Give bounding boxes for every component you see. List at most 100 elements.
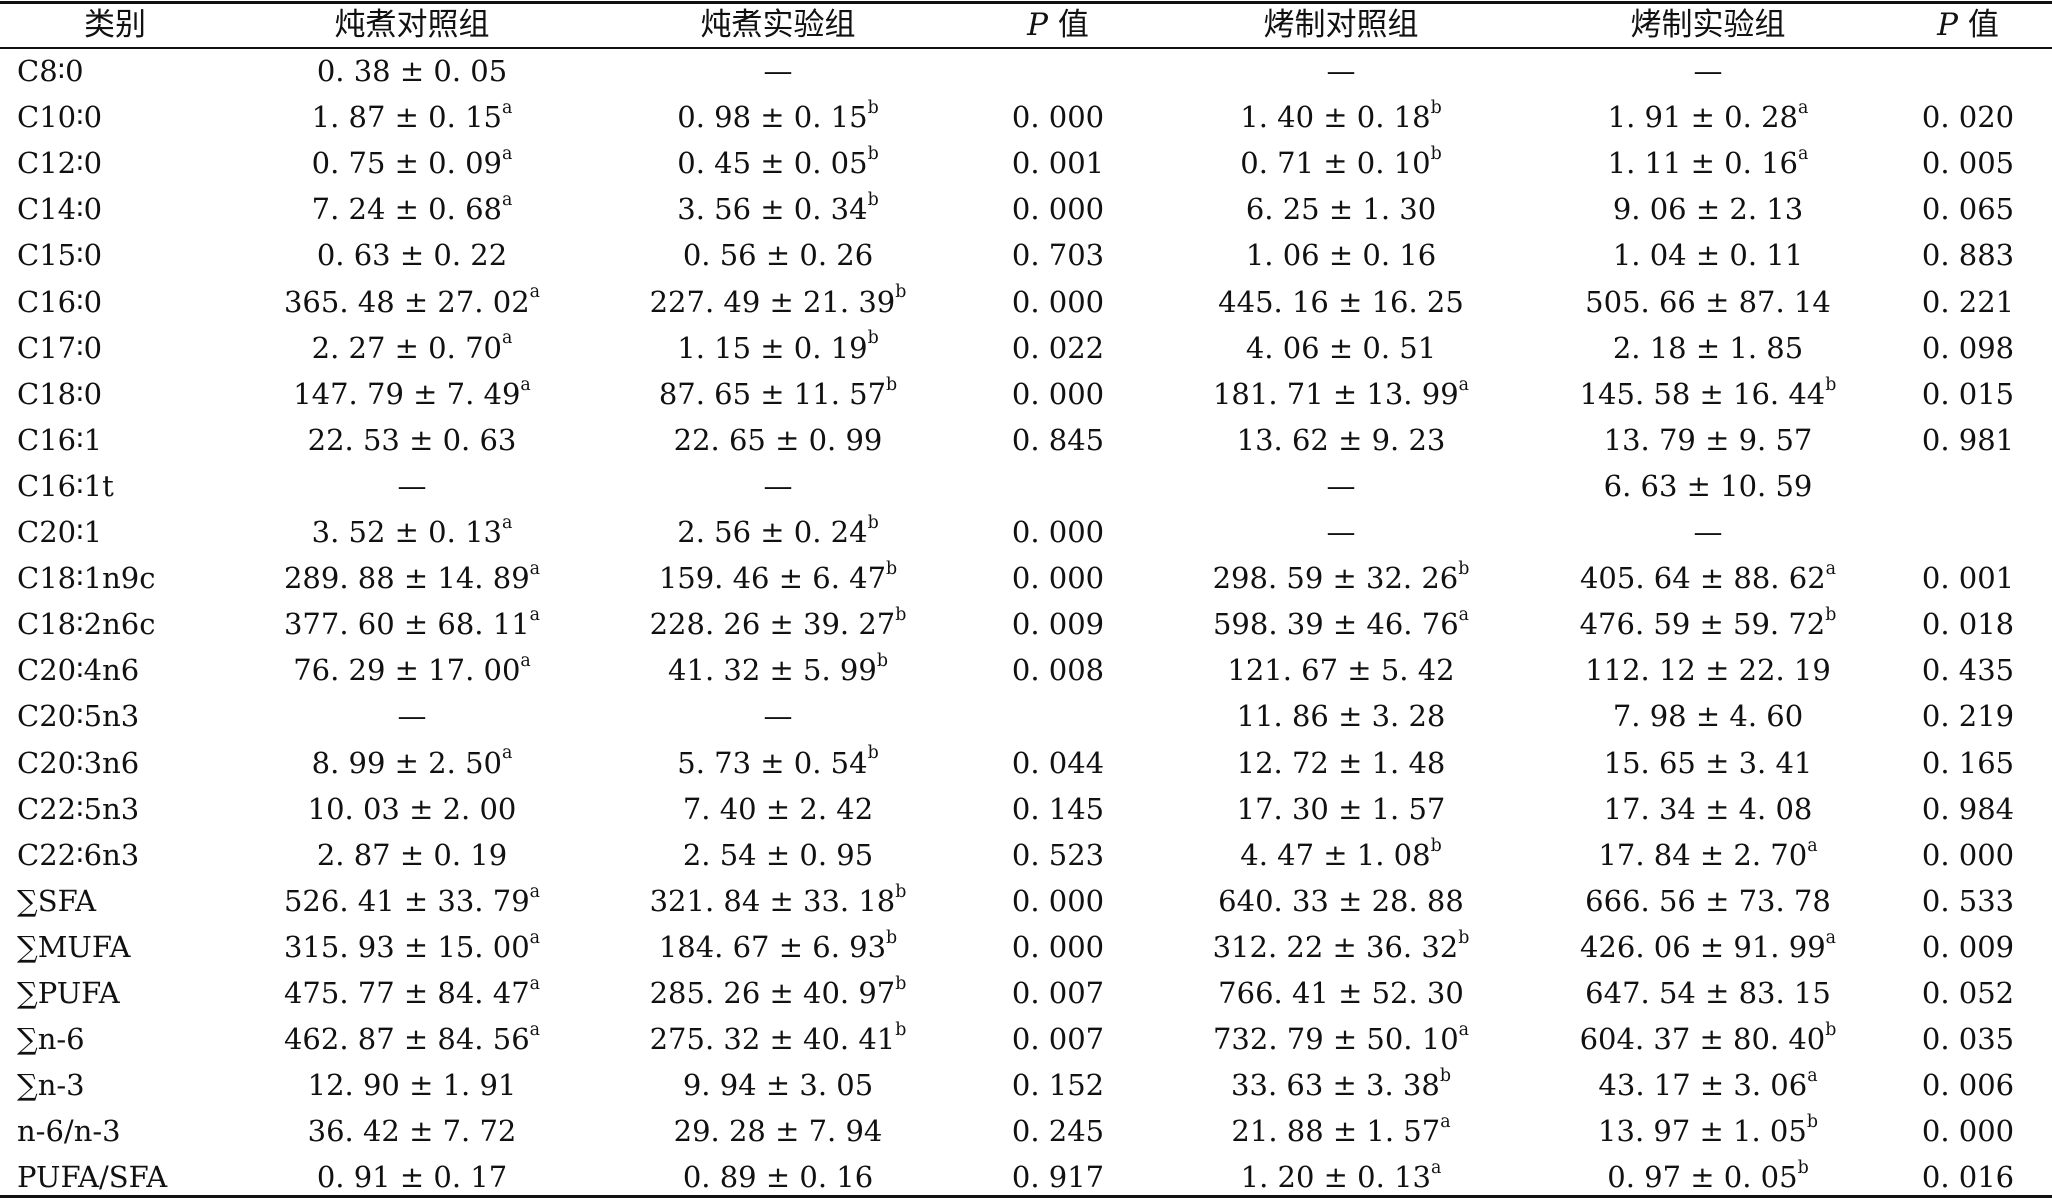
row-category-label: ∑n-3 [17, 1068, 85, 1103]
p-value-cell: 0. 015 [1921, 376, 2015, 411]
mean-sd-value: 0. 97 ± 0. 05 [1607, 1160, 1798, 1195]
value-cell: — [1327, 463, 1356, 509]
row-category-label: PUFA/SFA [17, 1160, 168, 1195]
significance-letter: b [1458, 927, 1470, 948]
significance-letter: a [1458, 605, 1470, 626]
significance-letter: b [867, 190, 879, 211]
mean-sd-value: 36. 42 ± 7. 72 [307, 1114, 517, 1149]
p-value-cell: 0. 883 [1921, 238, 2015, 273]
value-cell: 365. 48 ± 27. 02a [284, 279, 540, 325]
p-value-cell: 0. 245 [1011, 1114, 1105, 1149]
table-row: C20∶4n6 76. 29 ± 17. 00a 41. 32 ± 5. 99b 12… [0, 647, 2052, 693]
mean-sd-value: 1. 04 ± 0. 11 [1612, 238, 1804, 273]
mean-sd-value: 1. 15 ± 0. 19 [677, 330, 868, 365]
value-cell: 289. 88 ± 14. 89a [284, 555, 540, 601]
p-value-cell: 0. 533 [1921, 883, 2015, 918]
row-category-label: C8∶0 [17, 54, 84, 88]
mean-sd-value: 2. 27 ± 0. 70 [311, 330, 502, 365]
mean-sd-value: 1. 40 ± 0. 18 [1240, 100, 1431, 135]
table-row: C16∶1t — — — 6. 63 ± 10. 59 [0, 463, 2052, 509]
value-cell: 6. 25 ± 1. 30 [1246, 186, 1436, 232]
value-cell: 145. 58 ± 16. 44b [1580, 371, 1837, 417]
mean-sd-value: 33. 63 ± 3. 38 [1231, 1068, 1440, 1103]
table-row: C18∶2n6c 377. 60 ± 68. 11a 228. 26 ± 39. 2… [0, 601, 2052, 647]
p-value-cell: 0. 845 [1011, 422, 1105, 457]
mean-sd-value: — [1326, 515, 1356, 549]
header-roast-experiment: 烤制实验组 [1630, 7, 1786, 43]
value-cell: 4. 06 ± 0. 51 [1246, 325, 1436, 371]
header-p-letter: P [1937, 7, 1958, 43]
p-value-cell: 0. 065 [1921, 192, 2015, 227]
value-cell: — [764, 463, 793, 509]
significance-letter: a [1458, 374, 1470, 395]
mean-sd-value: 475. 77 ± 84. 47 [283, 976, 530, 1010]
significance-letter: a [1807, 835, 1818, 856]
p-value-cell: 0. 703 [1011, 238, 1105, 273]
mean-sd-value: 2. 18 ± 1. 85 [1612, 330, 1804, 365]
value-cell: 1. 87 ± 0. 15a [312, 94, 513, 140]
row-category-label: ∑SFA [17, 883, 97, 918]
mean-sd-value: 228. 26 ± 39. 27 [649, 607, 896, 642]
mean-sd-value: 315. 93 ± 15. 00 [283, 929, 530, 964]
table-row: C16∶0 365. 48 ± 27. 02a 227. 49 ± 21. 39b 4… [0, 279, 2052, 325]
row-category-label: ∑PUFA [17, 976, 120, 1010]
mean-sd-value: 9. 94 ± 3. 05 [682, 1068, 874, 1103]
mean-sd-value: 285. 26 ± 40. 97 [649, 976, 896, 1010]
mean-sd-value: 3. 52 ± 0. 13 [311, 515, 502, 549]
value-cell: 666. 56 ± 73. 78 [1585, 878, 1831, 924]
significance-letter: b [1806, 1112, 1818, 1133]
significance-letter: b [1797, 1158, 1809, 1179]
mean-sd-value: 11. 86 ± 3. 28 [1236, 699, 1446, 734]
row-category-label: C18∶0 [17, 376, 103, 411]
mean-sd-value: 181. 71 ± 13. 99 [1212, 376, 1459, 411]
significance-letter: b [886, 927, 898, 948]
mean-sd-value: 766. 41 ± 52. 30 [1218, 976, 1464, 1010]
mean-sd-value: 604. 37 ± 80. 40 [1579, 1022, 1826, 1057]
value-cell: 4. 47 ± 1. 08b [1240, 832, 1441, 878]
mean-sd-value: — [1326, 54, 1356, 88]
p-value-cell: 0. 000 [1011, 100, 1105, 135]
row-category-label: C20∶3n6 [17, 745, 140, 780]
value-cell: 15. 65 ± 3. 41 [1604, 740, 1813, 786]
value-cell: — [764, 48, 793, 94]
value-cell: 2. 87 ± 0. 19 [317, 832, 507, 878]
significance-letter: a [1797, 144, 1809, 165]
value-cell: 112. 12 ± 22. 19 [1585, 647, 1831, 693]
table-row: C20∶3n6 8. 99 ± 2. 50a 5. 73 ± 0. 54b 12. 7… [0, 740, 2052, 786]
value-cell: 13. 97 ± 1. 05b [1598, 1108, 1818, 1154]
mean-sd-value: 13. 79 ± 9. 57 [1603, 422, 1813, 457]
table-row: ∑MUFA 315. 93 ± 15. 00a 184. 67 ± 6. 93b 31… [0, 924, 2052, 970]
mean-sd-value: — [1693, 515, 1723, 549]
significance-letter: b [886, 374, 898, 395]
p-value-cell: 0. 000 [1921, 1114, 2015, 1149]
significance-letter: b [1439, 1066, 1451, 1087]
p-value-cell: 0. 219 [1921, 699, 2015, 734]
value-cell: 41. 32 ± 5. 99b [668, 647, 888, 693]
mean-sd-value: 0. 56 ± 0. 26 [682, 238, 874, 273]
mean-sd-value: 7. 98 ± 4. 60 [1612, 699, 1804, 734]
mean-sd-value: 4. 47 ± 1. 08 [1240, 837, 1431, 872]
value-cell: 732. 79 ± 50. 10a [1213, 1016, 1469, 1062]
mean-sd-value: 121. 67 ± 5. 42 [1227, 653, 1455, 688]
value-cell: 1. 11 ± 0. 16a [1608, 140, 1809, 186]
table-row: C10∶0 1. 87 ± 0. 15a 0. 98 ± 0. 15b 1. 40 ±… [0, 94, 2052, 140]
row-category-label: ∑n-6 [17, 1022, 85, 1057]
row-category-label: C22∶5n3 [17, 791, 140, 826]
value-cell: 11. 86 ± 3. 28 [1237, 693, 1446, 739]
value-cell: 405. 64 ± 88. 62a [1580, 555, 1836, 601]
value-cell: 87. 65 ± 11. 57b [659, 371, 897, 417]
value-cell: 43. 17 ± 3. 06a [1598, 1062, 1817, 1108]
value-cell: 0. 38 ± 0. 05 [317, 48, 507, 94]
mean-sd-value: 275. 32 ± 40. 41 [649, 1022, 896, 1057]
table-row: C20∶5n3 — — 11. 86 ± 3. 28 7. 98 ± 4. 60 0. 2… [0, 693, 2052, 739]
significance-letter: a [501, 512, 513, 533]
value-cell: 29. 28 ± 7. 94 [674, 1108, 883, 1154]
value-cell: 9. 94 ± 3. 05 [683, 1062, 873, 1108]
value-cell: 0. 97 ± 0. 05b [1607, 1154, 1808, 1200]
mean-sd-value: 17. 84 ± 2. 70 [1598, 837, 1808, 872]
mean-sd-value: — [763, 699, 793, 734]
value-cell: — [398, 693, 427, 739]
row-category-label: C16∶0 [17, 284, 103, 319]
mean-sd-value: 4. 06 ± 0. 51 [1245, 330, 1437, 365]
mean-sd-value: 0. 75 ± 0. 09 [311, 146, 502, 181]
